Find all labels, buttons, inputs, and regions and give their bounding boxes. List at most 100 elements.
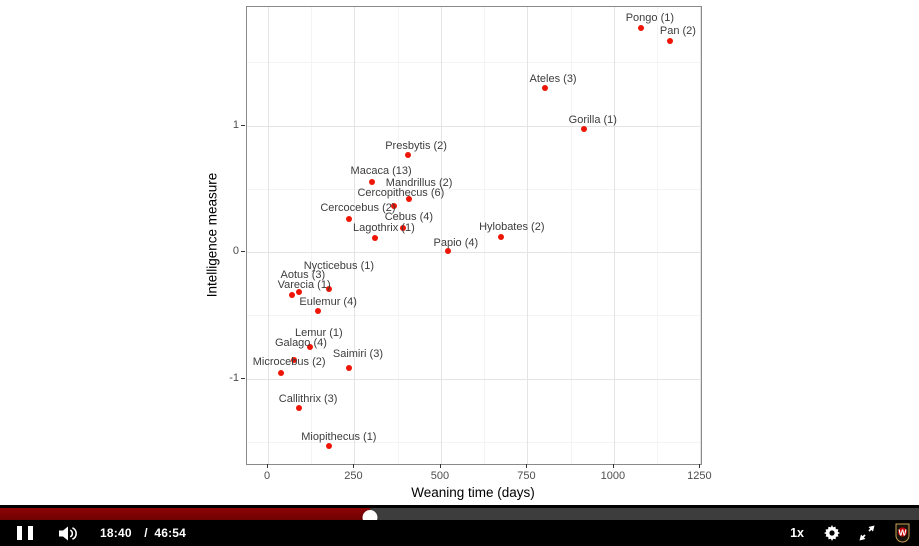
data-point	[580, 126, 587, 133]
x-tick-mark	[612, 464, 614, 468]
uw-crest-logo[interactable]: W	[895, 523, 910, 543]
y-tick-label: 0	[232, 245, 239, 257]
data-point	[345, 216, 352, 223]
data-point-label: Pan (2)	[659, 24, 696, 37]
data-point-label: Cercocebus (2)	[320, 202, 396, 215]
y-tick-mark	[241, 251, 245, 252]
control-bar: 18:40 / 46:54 1x W	[0, 520, 919, 546]
data-point	[325, 285, 332, 292]
data-point-label: Eulemur (4)	[299, 296, 357, 309]
data-point-label: Papio (4)	[433, 236, 479, 249]
time-current: 18:40	[100, 526, 132, 540]
x-major-gridline	[613, 7, 615, 464]
data-point	[666, 37, 673, 44]
pause-button[interactable]	[17, 526, 33, 540]
data-point	[371, 235, 378, 242]
x-tick-mark	[353, 464, 355, 468]
video-frame[interactable]: Pongo (1) Pan (2) Ateles (3) Gorilla (1) Pre…	[0, 0, 919, 505]
x-tick-label: 0	[263, 470, 271, 482]
fullscreen-button[interactable]	[859, 525, 875, 541]
x-minor-gridline	[484, 7, 486, 464]
time-display: 18:40 / 46:54	[100, 526, 186, 540]
speaker-icon	[59, 526, 77, 540]
x-tick-label: 250	[344, 470, 363, 482]
data-point	[290, 356, 297, 363]
x-tick-mark	[439, 464, 441, 468]
y-tick-label: 1	[232, 118, 239, 131]
gear-icon	[824, 525, 840, 541]
data-point-label: Callithrix (3)	[278, 392, 338, 405]
data-point	[296, 289, 303, 296]
x-minor-gridline	[657, 7, 659, 464]
time-separator: /	[144, 526, 148, 540]
y-tick-label: -1	[229, 371, 239, 384]
data-point-label: Hylobates (2)	[479, 220, 545, 233]
x-tick-label: 750	[517, 470, 536, 482]
data-point-label: Cebus (4)	[384, 210, 434, 223]
data-point-label: Presbytis (2)	[385, 139, 447, 152]
x-major-gridline	[354, 7, 356, 464]
data-point-label: Ateles (3)	[529, 72, 577, 85]
x-tick-mark	[699, 464, 701, 468]
data-point	[345, 365, 352, 372]
data-point-label: Miopithecus (1)	[301, 430, 377, 443]
x-axis-title: Weaning time (days)	[411, 485, 535, 500]
pause-icon	[17, 526, 22, 540]
x-major-gridline	[268, 7, 269, 464]
y-major-gridline	[247, 378, 701, 380]
data-point	[497, 233, 504, 240]
data-point-label: Varecia (1)	[277, 279, 331, 292]
x-major-gridline	[700, 7, 702, 464]
data-point	[399, 224, 406, 231]
data-point	[278, 370, 285, 377]
progress-bar[interactable]	[0, 505, 919, 525]
data-point	[306, 343, 313, 350]
data-point-label: Microcebus (2)	[252, 356, 326, 369]
x-major-gridline	[440, 7, 442, 464]
playback-rate-button[interactable]: 1x	[790, 526, 804, 540]
y-tick-mark	[241, 377, 245, 379]
y-minor-gridline	[247, 188, 701, 190]
x-minor-gridline	[311, 7, 313, 464]
data-point-label: Gorilla (1)	[568, 114, 617, 127]
data-point-label: Mandrillus (2)	[385, 176, 453, 189]
y-tick-mark	[241, 124, 245, 126]
settings-button[interactable]	[824, 525, 840, 541]
x-tick-label: 500	[430, 470, 450, 482]
time-duration: 46:54	[154, 526, 187, 540]
motion-w-icon: W	[895, 523, 910, 543]
y-major-gridline	[247, 125, 701, 127]
x-tick-label: 1000	[600, 470, 626, 482]
data-point	[444, 247, 451, 254]
data-point-label: Aotus (3)	[280, 269, 326, 281]
data-point-label: Macaca (13)	[350, 165, 412, 178]
data-point	[637, 25, 644, 32]
data-point	[296, 404, 303, 411]
x-tick-mark	[526, 464, 528, 468]
x-tick-mark	[267, 464, 268, 468]
data-point-label: Lagothrix (1)	[352, 222, 415, 235]
data-point	[405, 151, 412, 158]
data-point-label: Saimiri (3)	[332, 348, 383, 361]
data-point-label: Galago (4)	[274, 336, 327, 349]
data-point-label: Pongo (1)	[625, 12, 675, 25]
data-point	[325, 442, 332, 449]
y-major-gridline	[247, 252, 701, 253]
x-tick-label: 1250	[687, 470, 712, 482]
data-point-label: Cercopithecus (6)	[357, 187, 445, 200]
data-point-label: Nycticebus (1)	[303, 259, 375, 272]
data-point	[315, 308, 322, 315]
fullscreen-expand-icon	[859, 525, 875, 541]
data-point	[390, 203, 397, 210]
data-point-label: Lemur (1)	[295, 326, 343, 339]
y-minor-gridline	[247, 315, 701, 317]
x-minor-gridline	[397, 7, 399, 464]
progress-track[interactable]	[0, 508, 919, 525]
x-minor-gridline	[570, 7, 572, 464]
progress-fill	[0, 508, 371, 520]
data-point	[369, 179, 376, 186]
data-point	[406, 195, 413, 202]
volume-button[interactable]	[59, 526, 78, 541]
svg-text:W: W	[898, 527, 907, 537]
